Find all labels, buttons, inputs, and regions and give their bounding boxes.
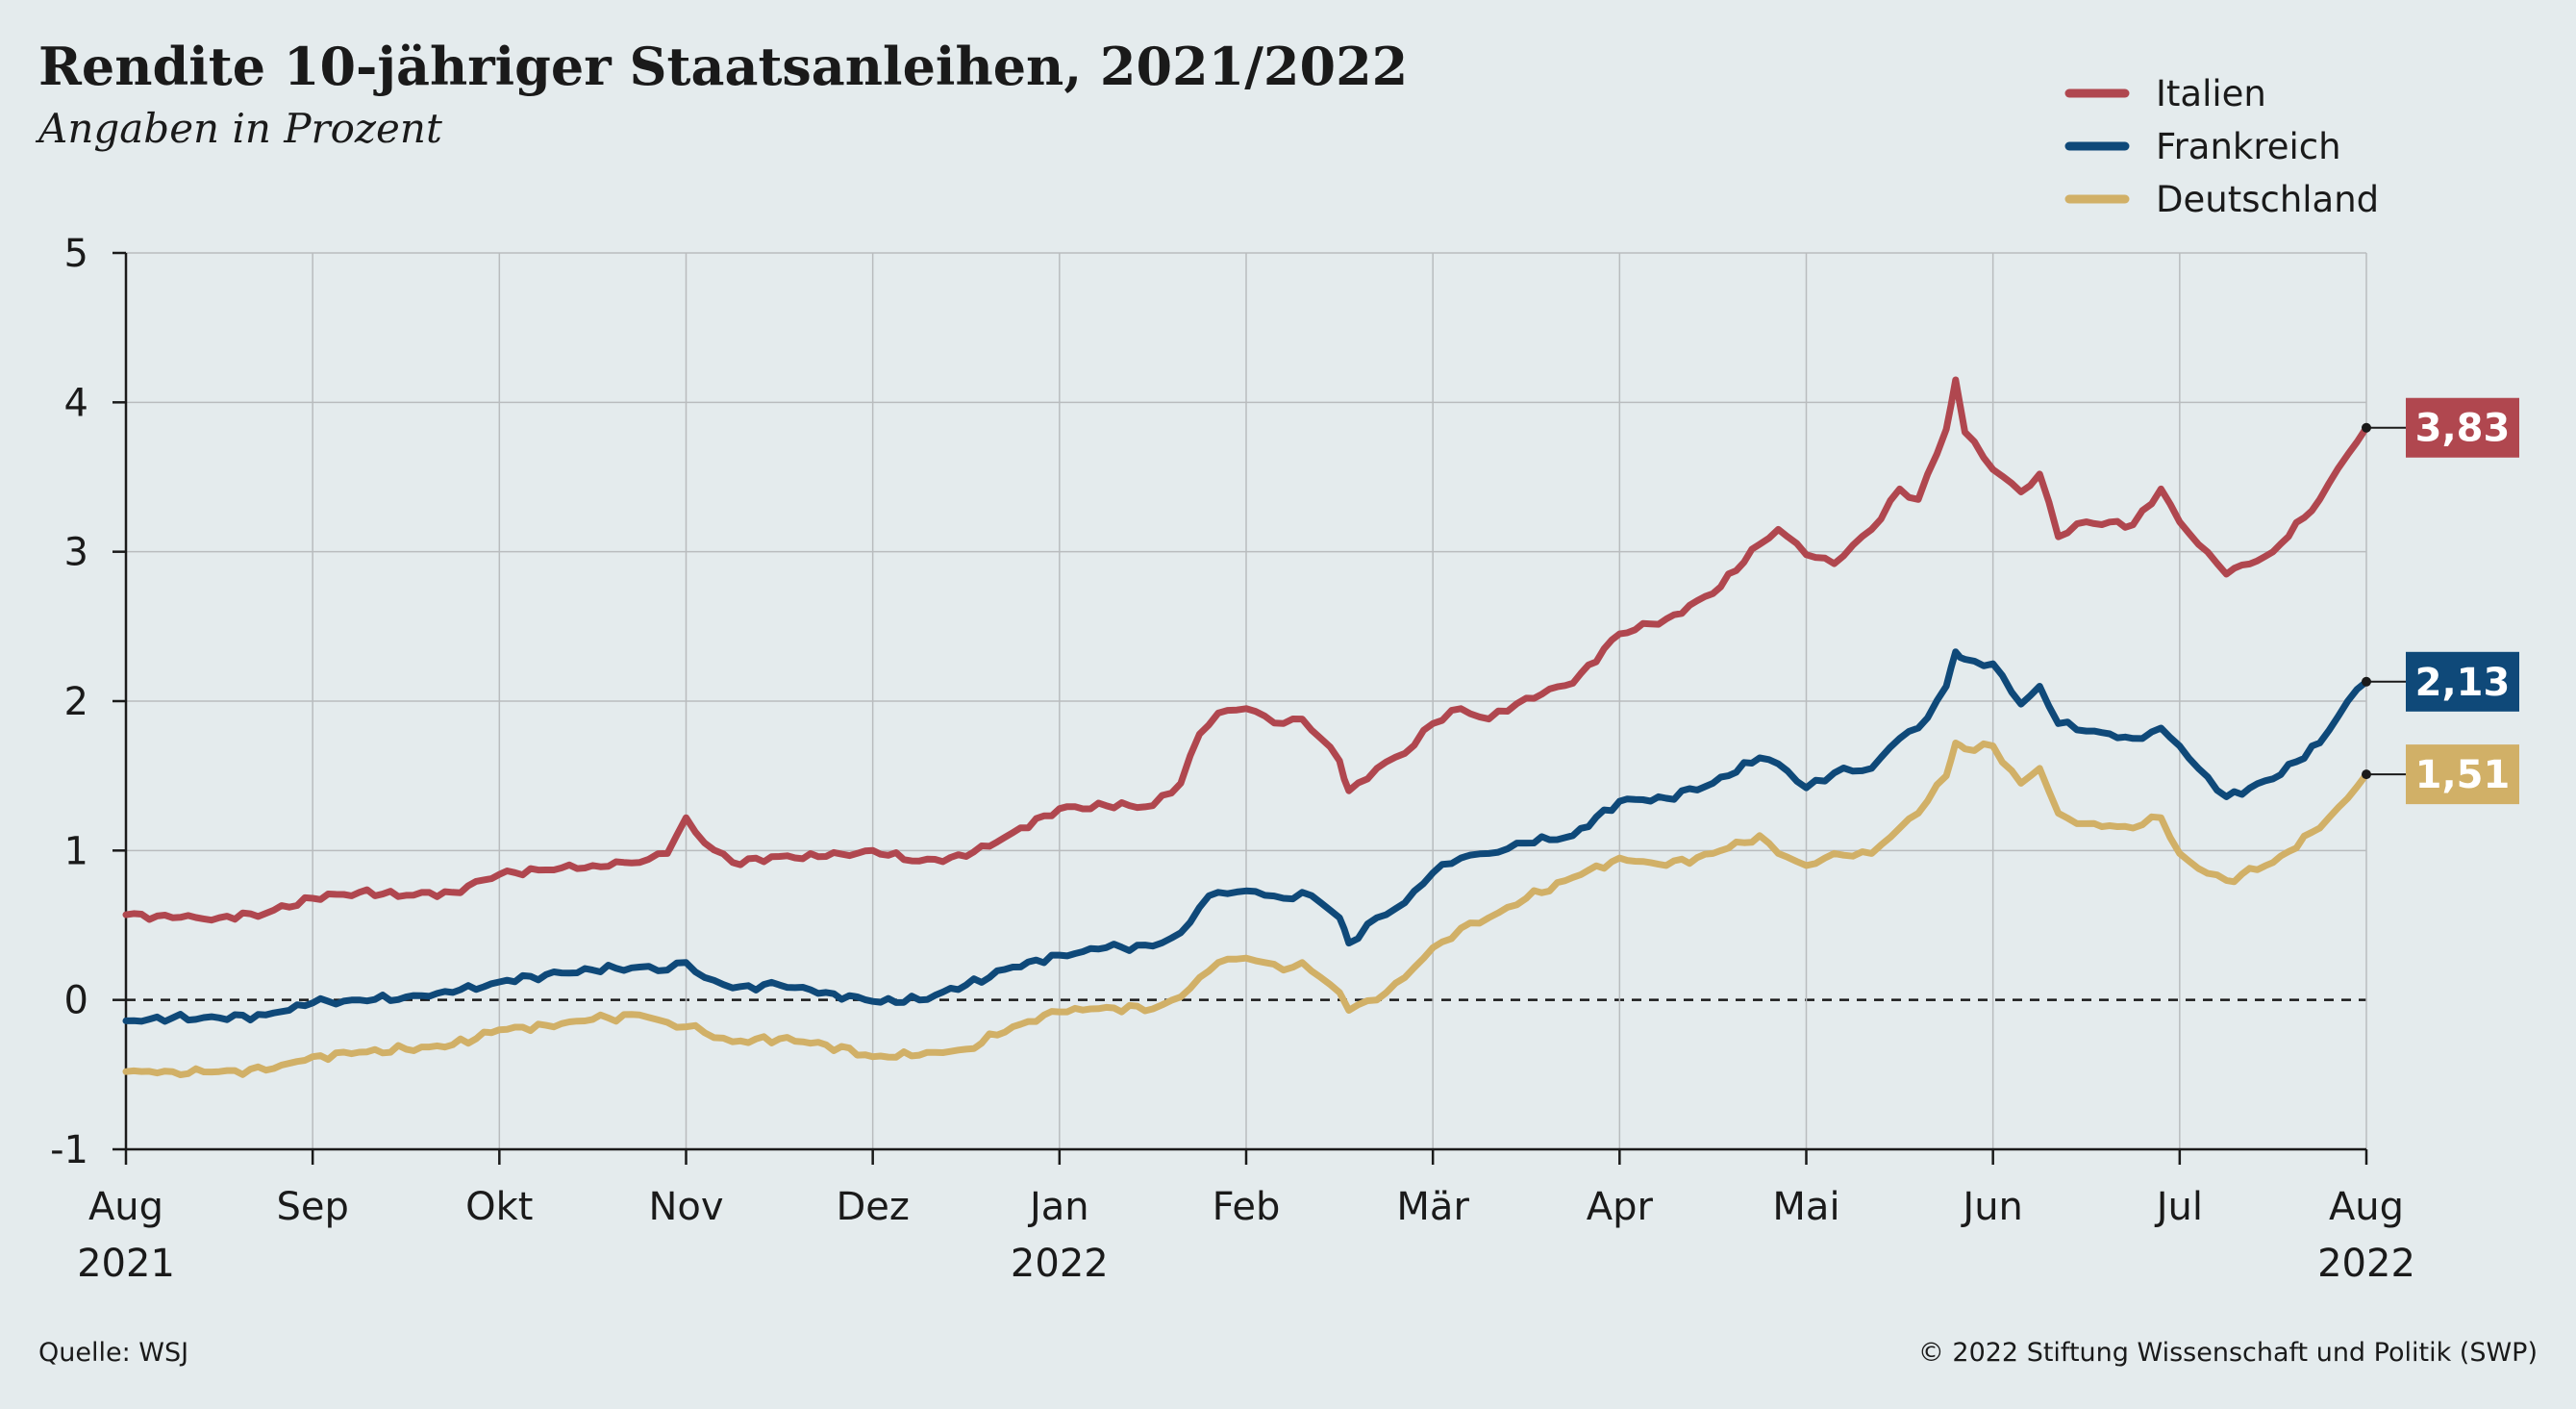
y-tick-label: -1: [50, 1128, 88, 1172]
series-line-frankreich: [122, 648, 2370, 1025]
x-tick-label: Jul: [2154, 1185, 2203, 1229]
x-tick-label: Apr: [1587, 1185, 1654, 1229]
x-tick-year-label: 2021: [77, 1242, 175, 1286]
series-line-italien: [122, 376, 2370, 924]
badge-leader-dot: [2362, 769, 2371, 780]
grid: [125, 252, 2367, 1150]
x-tick-year-label: 2022: [2317, 1242, 2415, 1286]
end-value-badge-label: 1,51: [2415, 753, 2511, 797]
end-value-badge-box: [2406, 744, 2519, 805]
x-tick-label: Aug: [2329, 1185, 2404, 1229]
source-note: Quelle: WSJ: [38, 1338, 188, 1368]
x-tick-label: Aug: [88, 1185, 163, 1229]
end-value-badge-label: 3,83: [2415, 407, 2511, 451]
y-tick-label: 2: [64, 680, 88, 724]
y-tick-label: 5: [64, 232, 88, 276]
y-tick-label: 3: [64, 531, 88, 575]
y-tick-label: 4: [64, 381, 88, 425]
badge-leader-dot: [2362, 676, 2371, 687]
badge-leader-dot: [2362, 422, 2371, 433]
legend-label: Deutschland: [2156, 179, 2379, 220]
series-line-deutschland: [122, 740, 2370, 1078]
end-value-badge-box: [2406, 397, 2519, 458]
x-tick-label: Mär: [1396, 1185, 1469, 1229]
x-tick-label: Sep: [276, 1185, 348, 1229]
x-tick-label: Jun: [1960, 1185, 2023, 1229]
y-tick-label: 1: [64, 829, 88, 873]
x-tick-year-label: 2022: [1011, 1242, 1109, 1286]
x-tick-label: Feb: [1213, 1185, 1281, 1229]
legend: Italien Frankreich Deutschland: [2064, 73, 2379, 220]
x-tick-label: Dez: [836, 1185, 909, 1229]
x-tick-label: Mai: [1772, 1185, 1839, 1229]
chart-title: Rendite 10-jähriger Staatsanleihen, 2021…: [38, 36, 1408, 97]
copyright-note: © 2022 Stiftung Wissenschaft und Politik…: [1918, 1338, 2538, 1368]
x-tick-label: Jan: [1027, 1185, 1089, 1229]
series-lines: [122, 376, 2370, 1078]
y-tick-label: 0: [64, 979, 88, 1023]
end-value-badge-label: 2,13: [2415, 661, 2511, 705]
end-value-badges: 3,83 2,13 1,51: [2362, 397, 2519, 805]
chart-subtitle: Angaben in Prozent: [35, 105, 442, 152]
x-tick-label: Okt: [465, 1185, 533, 1229]
end-value-badge-box: [2406, 651, 2519, 712]
x-tick-label: Nov: [648, 1185, 723, 1229]
legend-label: Frankreich: [2156, 126, 2341, 167]
legend-label: Italien: [2156, 73, 2266, 114]
